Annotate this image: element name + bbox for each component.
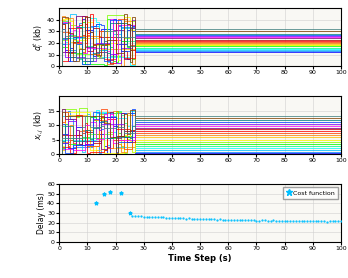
Point [208, 217, 214, 221]
Point [152, 215, 158, 219]
Point [133, 214, 138, 218]
Point [302, 219, 307, 224]
Point [197, 217, 203, 221]
Point [304, 219, 310, 224]
Point [189, 216, 195, 221]
Point [144, 214, 149, 219]
Point [268, 219, 274, 223]
Point [234, 217, 239, 222]
Point [335, 219, 341, 224]
Point [102, 192, 107, 196]
Point [259, 218, 265, 223]
Point [211, 217, 217, 222]
Point [282, 219, 287, 223]
Point [293, 219, 299, 223]
Point [158, 215, 164, 220]
Point [175, 216, 180, 220]
Point [330, 219, 335, 224]
Point [318, 219, 324, 224]
X-axis label: Time Step (s): Time Step (s) [168, 254, 232, 263]
Point [316, 219, 321, 224]
Point [287, 219, 293, 223]
Point [276, 219, 282, 223]
Point [214, 217, 220, 222]
Point [164, 215, 169, 220]
Legend: Cost function: Cost function [283, 187, 338, 199]
Point [333, 219, 338, 224]
Point [161, 215, 166, 220]
Point [169, 216, 175, 220]
Point [243, 218, 248, 222]
Point [228, 218, 234, 222]
Point [307, 219, 313, 223]
Point [285, 219, 290, 223]
Point [324, 219, 330, 224]
Point [274, 219, 279, 223]
Point [265, 218, 270, 223]
Point [200, 217, 206, 221]
Point [180, 216, 186, 220]
Point [290, 219, 296, 223]
Point [231, 218, 237, 222]
Point [149, 215, 155, 219]
Y-axis label: $d^t_i$ (kb): $d^t_i$ (kb) [31, 24, 46, 51]
Point [220, 218, 226, 222]
Point [271, 218, 276, 223]
Y-axis label: Delay (ms): Delay (ms) [37, 192, 46, 234]
Point [279, 219, 285, 223]
Point [248, 218, 254, 222]
Point [192, 217, 197, 221]
Point [254, 219, 259, 223]
Point [177, 216, 183, 220]
Point [127, 211, 132, 215]
Point [186, 216, 192, 220]
Point [256, 219, 262, 223]
Point [93, 201, 98, 205]
Point [313, 219, 318, 224]
Point [206, 217, 211, 222]
Point [251, 218, 256, 223]
Point [130, 214, 135, 218]
Point [296, 219, 301, 223]
Point [245, 218, 251, 222]
Point [327, 219, 333, 224]
Point [166, 215, 172, 220]
Point [338, 219, 344, 224]
Point [203, 217, 208, 221]
Point [299, 219, 304, 223]
Point [138, 214, 144, 219]
Point [195, 216, 200, 221]
Point [147, 215, 152, 219]
Point [239, 218, 245, 222]
Point [118, 190, 124, 195]
Point [223, 217, 228, 222]
Point [237, 217, 242, 222]
Point [262, 218, 268, 222]
Point [183, 216, 189, 221]
Point [172, 216, 177, 220]
Point [141, 214, 147, 219]
Y-axis label: $x_{i,j}$ (kb): $x_{i,j}$ (kb) [33, 110, 46, 140]
Point [226, 218, 231, 222]
Point [321, 219, 327, 224]
Point [135, 214, 141, 219]
Point [107, 190, 113, 194]
Point [310, 219, 316, 224]
Point [217, 217, 223, 222]
Point [155, 215, 161, 219]
